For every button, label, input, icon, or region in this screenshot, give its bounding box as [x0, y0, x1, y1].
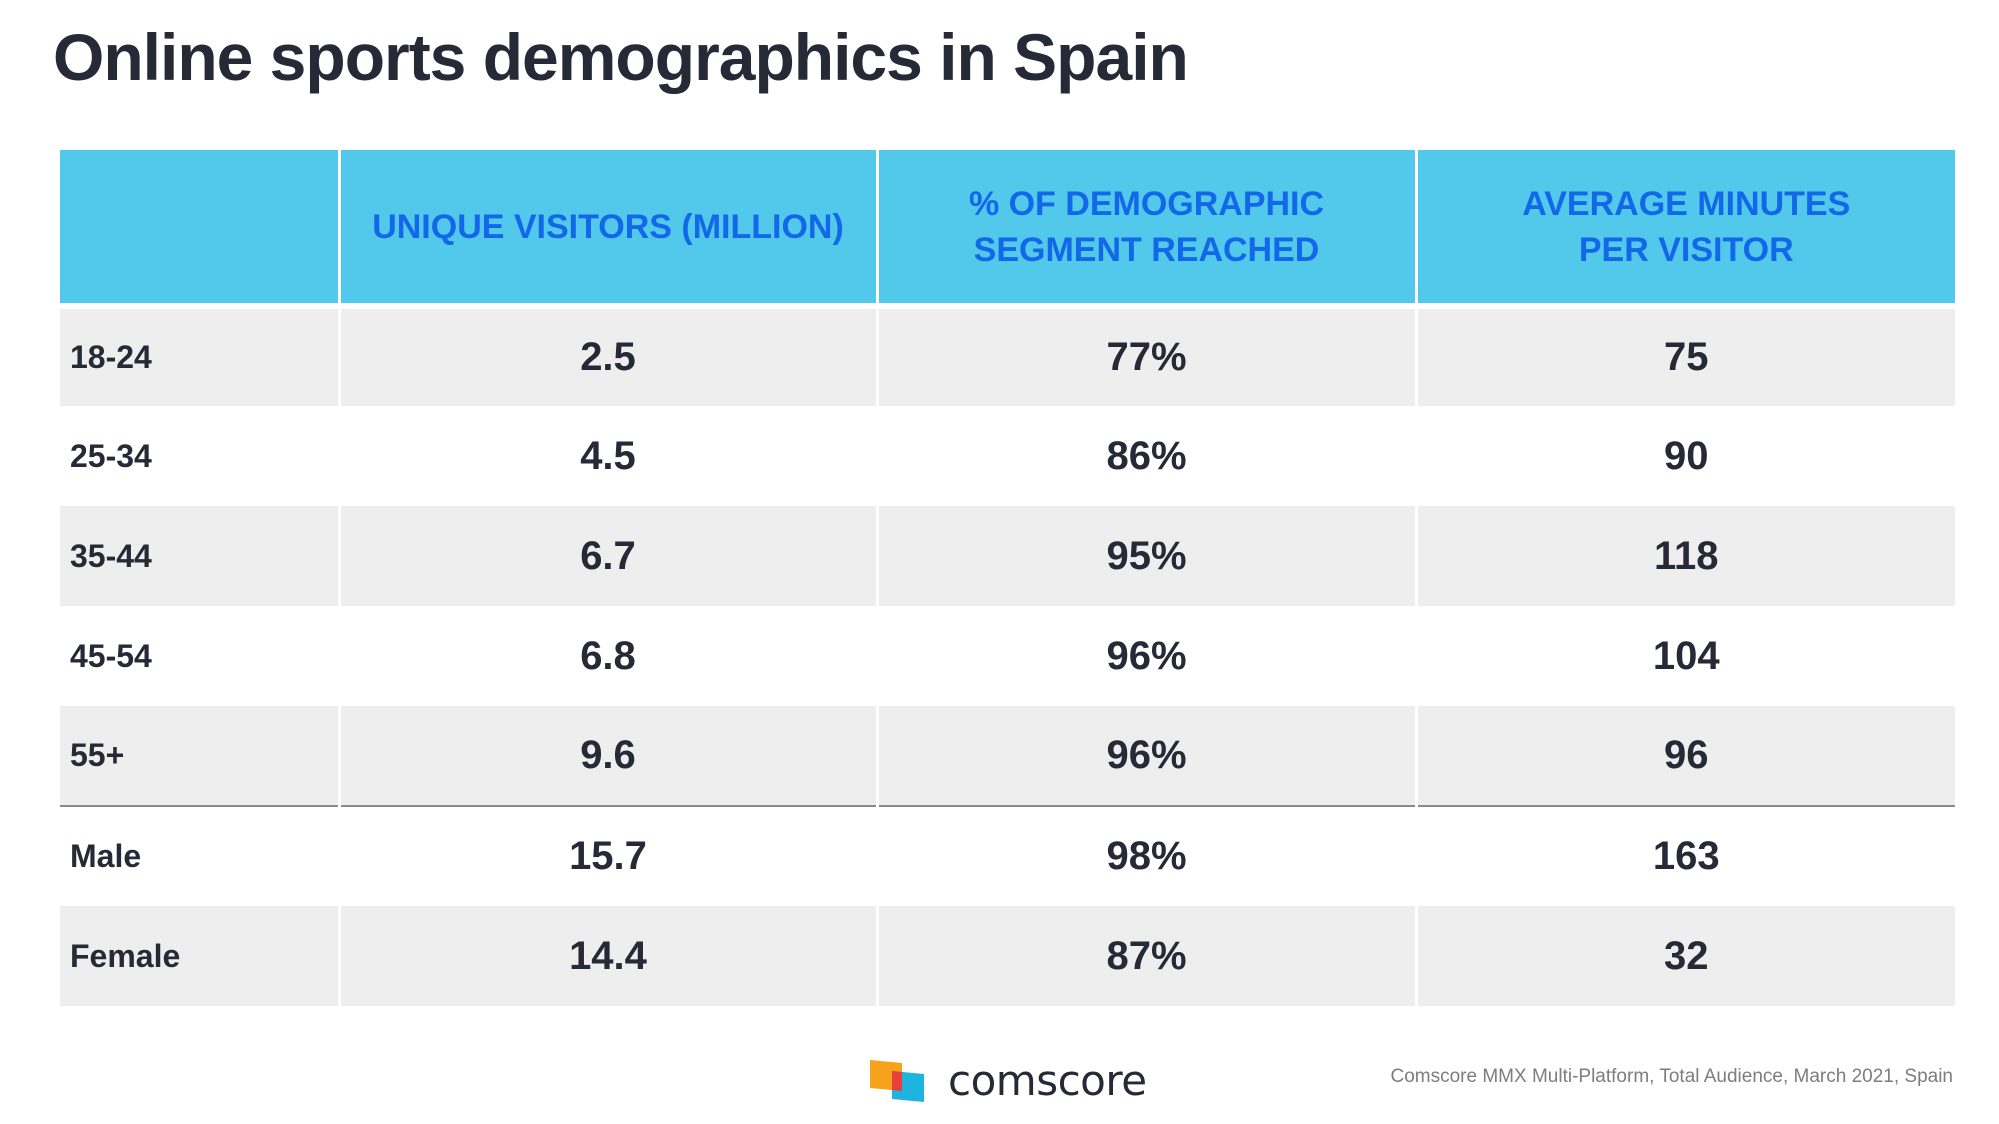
- row-label: Male: [60, 805, 339, 906]
- row-label: 25-34: [70, 437, 152, 474]
- header-cell-blank: [60, 150, 339, 309]
- avg-minutes-cell: 75: [1414, 306, 1955, 406]
- table-header-row: UNIQUE VISITORS (MILLION) % OF DEMOGRAPH…: [60, 150, 1955, 309]
- table-row: 18-24 2.5 77% 75: [60, 306, 1955, 406]
- unique-visitors-cell: 6.8: [337, 606, 877, 706]
- unique-visitors-cell: 14.4: [337, 906, 877, 1006]
- reach-percent-cell: 96%: [875, 706, 1416, 806]
- unique-visitors-cell: 6.7: [337, 506, 877, 606]
- reach-percent-cell: 77%: [875, 306, 1416, 406]
- table-row: Male 15.7 98% 163: [60, 805, 1955, 906]
- unique-visitors-cell: 9.6: [337, 706, 877, 806]
- reach-percent-cell: 96%: [875, 606, 1416, 706]
- unique-visitors-cell: 4.5: [337, 406, 877, 506]
- header-line: SEGMENT REACHED: [973, 230, 1320, 269]
- reach-percent-cell: 87%: [875, 906, 1416, 1006]
- reach-percent-cell: 86%: [875, 406, 1416, 506]
- table-row: 45-54 6.8 96% 104: [60, 606, 1955, 706]
- header-line: PER VISITOR: [1578, 230, 1794, 269]
- row-label: 55+: [60, 706, 339, 806]
- avg-minutes-cell: 90: [1414, 406, 1955, 506]
- reach-percent-cell: 98%: [875, 805, 1416, 906]
- unique-visitors-cell: 2.5: [337, 306, 877, 406]
- avg-minutes-cell: 96: [1414, 706, 1955, 806]
- comscore-logo: comscore: [868, 1056, 1147, 1105]
- comscore-logo-icon: [870, 1059, 924, 1102]
- header-line: AVERAGE MINUTES: [1522, 184, 1851, 223]
- table-row: Female 14.4 87% 32: [60, 906, 1955, 1006]
- page-title: Online sports demographics in Spain: [53, 20, 1189, 94]
- header-unique-visitors: UNIQUE VISITORS (MILLION): [337, 150, 877, 309]
- row-label: 35-44: [60, 506, 339, 606]
- header-line: % OF DEMOGRAPHIC: [968, 184, 1325, 223]
- demographics-table: UNIQUE VISITORS (MILLION) % OF DEMOGRAPH…: [60, 150, 1955, 1006]
- avg-minutes-cell: 163: [1414, 805, 1955, 906]
- header-average-minutes: AVERAGE MINUTES PER VISITOR: [1414, 150, 1955, 309]
- row-label: 18-24: [60, 306, 339, 406]
- comscore-logo-text: comscore: [948, 1056, 1147, 1105]
- table-row: 35-44 6.7 95% 118: [60, 506, 1955, 606]
- table-row: 55+ 9.6 96% 96: [60, 706, 1955, 806]
- reach-percent-cell: 95%: [875, 506, 1416, 606]
- source-note: Comscore MMX Multi-Platform, Total Audie…: [1390, 1066, 1954, 1087]
- row-label: 45-54: [70, 637, 152, 674]
- row-label: Female: [60, 906, 339, 1006]
- header-line: UNIQUE VISITORS (MILLION): [372, 207, 844, 246]
- header-demographic-reach: % OF DEMOGRAPHIC SEGMENT REACHED: [875, 150, 1416, 309]
- table-row: 25-34 4.5 86% 90: [60, 406, 1955, 506]
- avg-minutes-cell: 104: [1414, 606, 1955, 706]
- avg-minutes-cell: 32: [1414, 906, 1955, 1006]
- avg-minutes-cell: 118: [1414, 506, 1955, 606]
- unique-visitors-cell: 15.7: [337, 805, 877, 906]
